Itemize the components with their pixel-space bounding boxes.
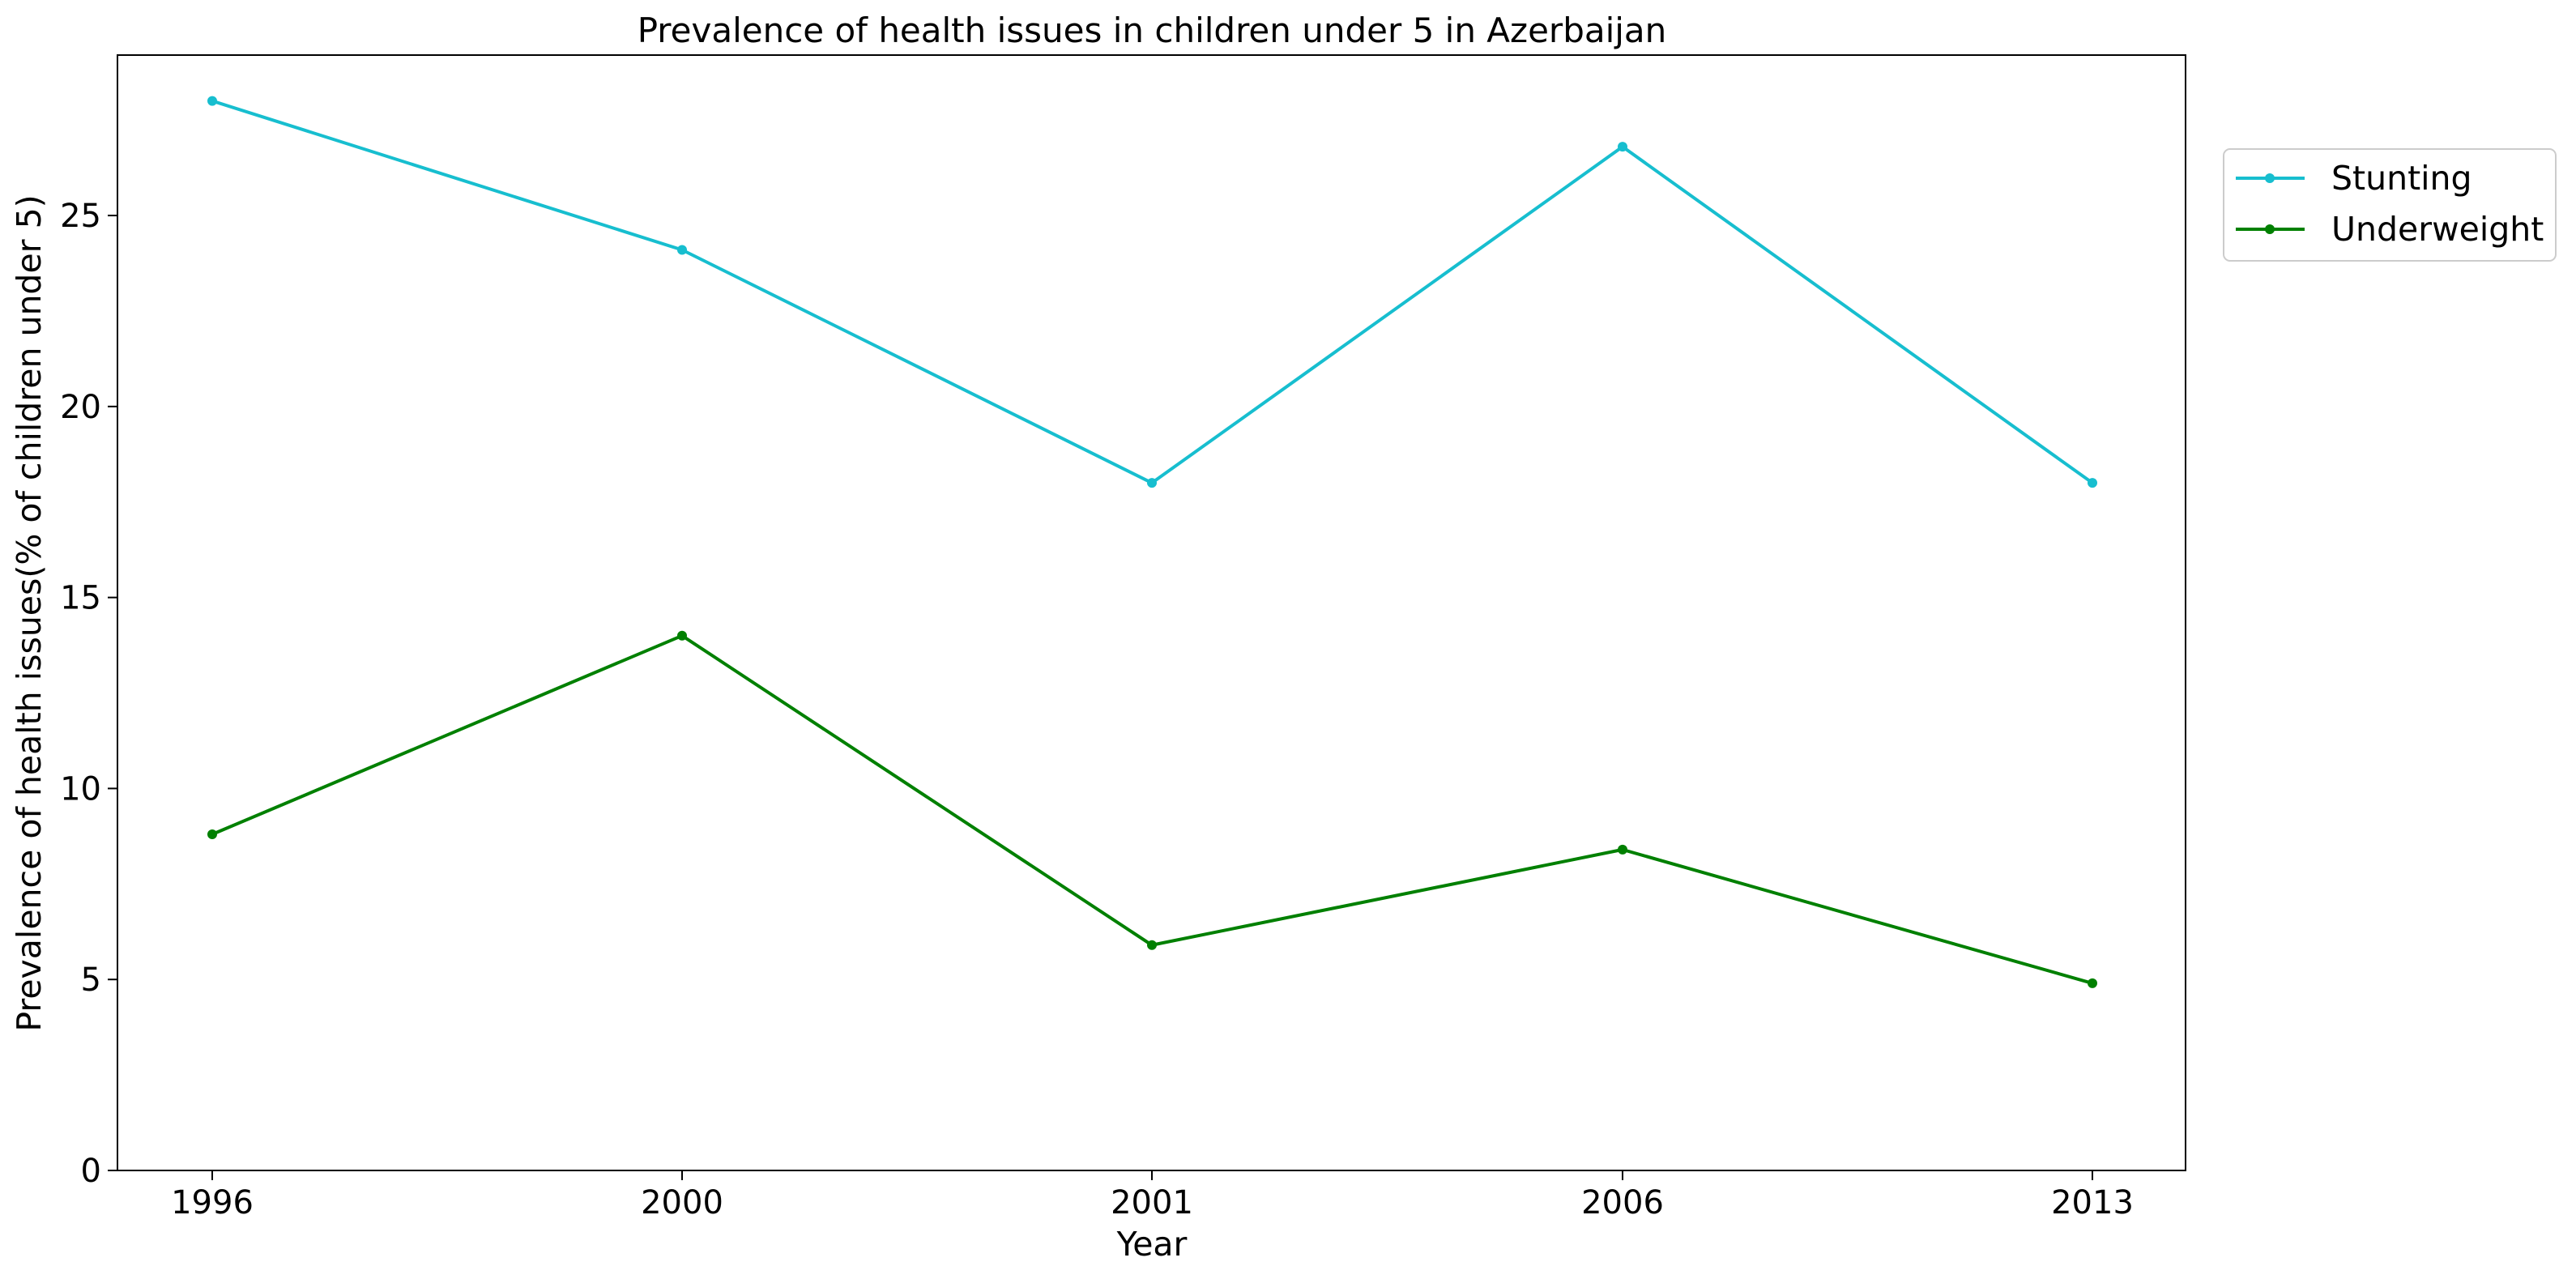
legend-box: [2223, 148, 2557, 262]
data-point-stunting: [2088, 478, 2097, 488]
chart-title: Prevalence of health issues in children …: [638, 11, 1667, 50]
x-tick-label: 2000: [641, 1184, 723, 1221]
y-axis: 0 5 10 15 20 25: [60, 198, 117, 1190]
data-point-underweight: [1147, 940, 1157, 950]
plot-area: [117, 54, 2186, 1171]
series-layer: [207, 96, 2097, 988]
data-point-stunting: [207, 96, 217, 106]
legend-label-stunting: Stunting: [2331, 159, 2472, 198]
y-tick-label: 25: [60, 198, 101, 235]
y-tick-label: 15: [60, 580, 101, 617]
y-axis-title: Prevalence of health issues(% of childre…: [10, 194, 49, 1031]
legend-marker-stunting: [2265, 173, 2275, 183]
data-point-stunting: [677, 245, 687, 255]
data-point-underweight: [207, 829, 217, 840]
x-tick-label: 2001: [1111, 1184, 1193, 1221]
y-tick-label: 0: [81, 1153, 101, 1190]
data-point-underweight: [2088, 978, 2097, 988]
x-axis: 1996 2000 2001 2006 2013: [171, 1170, 2134, 1221]
legend-label-underweight: Underweight: [2331, 210, 2544, 249]
legend: Stunting Underweight: [2223, 148, 2557, 262]
data-point-underweight: [677, 630, 687, 641]
data-point-underweight: [1618, 844, 1627, 855]
x-tick-label: 2006: [1581, 1184, 1664, 1221]
y-tick-label: 10: [60, 770, 101, 808]
x-tick-label: 1996: [171, 1184, 254, 1221]
x-tick-label: 2013: [2051, 1184, 2134, 1221]
y-tick-label: 5: [81, 961, 101, 999]
data-point-stunting: [1147, 478, 1157, 488]
series-line-stunting: [211, 99, 2094, 485]
x-axis-title: Year: [1116, 1225, 1188, 1264]
legend-marker-underweight: [2265, 224, 2275, 234]
series-line-underweight: [211, 633, 2093, 985]
y-tick-label: 20: [60, 389, 101, 426]
data-point-stunting: [1618, 142, 1627, 152]
